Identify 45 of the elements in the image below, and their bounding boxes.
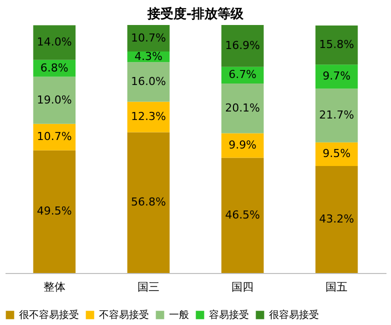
x-tick-label: 国四 xyxy=(232,280,254,294)
bar xyxy=(127,102,170,132)
bar xyxy=(315,142,358,166)
data-label: 6.8% xyxy=(40,61,68,74)
bar xyxy=(315,25,358,65)
bar xyxy=(33,124,76,150)
bar xyxy=(127,132,170,273)
legend-label: 很容易接受 xyxy=(269,309,319,321)
bar xyxy=(127,62,170,102)
chart-title: 接受度-排放等级 xyxy=(146,6,245,22)
data-label: 14.0% xyxy=(36,36,72,49)
legend-label: 一般 xyxy=(169,310,189,321)
data-label: 4.3% xyxy=(134,50,162,63)
bar xyxy=(33,76,76,124)
data-label: 10.7% xyxy=(36,130,72,144)
x-tick-label: 国五 xyxy=(326,280,348,294)
data-label: 49.5% xyxy=(36,204,72,218)
data-label: 21.7% xyxy=(319,108,354,122)
data-label: 10.7% xyxy=(130,31,166,44)
data-label: 9.9% xyxy=(228,138,257,152)
bar xyxy=(221,83,264,134)
data-label: 16.0% xyxy=(130,74,166,88)
data-label: 15.8% xyxy=(319,38,354,52)
bar xyxy=(315,166,358,273)
data-label: 9.7% xyxy=(322,70,351,83)
data-label: 9.5% xyxy=(322,147,351,160)
data-label: 56.8% xyxy=(130,196,166,209)
data-label: 6.7% xyxy=(228,68,257,82)
legend-label: 容易接受 xyxy=(209,309,249,321)
legend-label: 不容易接受 xyxy=(99,309,149,321)
bar xyxy=(315,64,358,89)
data-label: 12.3% xyxy=(130,110,166,124)
x-tick-label: 国三 xyxy=(137,280,160,294)
bar xyxy=(221,158,264,273)
data-label: 16.9% xyxy=(225,38,260,52)
x-tick-label: 整体 xyxy=(43,280,66,294)
bar xyxy=(315,88,358,142)
legend-label: 很不容易接受 xyxy=(19,309,79,321)
data-label: 43.2% xyxy=(319,212,354,226)
bar xyxy=(33,25,76,60)
bar xyxy=(221,25,264,67)
data-label: 46.5% xyxy=(225,208,260,222)
bar xyxy=(33,150,76,273)
data-label: 20.1% xyxy=(225,101,260,114)
data-label: 19.0% xyxy=(36,93,72,106)
